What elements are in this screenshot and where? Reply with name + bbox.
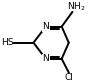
Text: N: N — [42, 54, 49, 63]
Text: HS: HS — [1, 38, 13, 47]
Text: Cl: Cl — [64, 73, 73, 82]
Text: N: N — [42, 22, 49, 31]
Text: NH$_2$: NH$_2$ — [67, 1, 85, 14]
